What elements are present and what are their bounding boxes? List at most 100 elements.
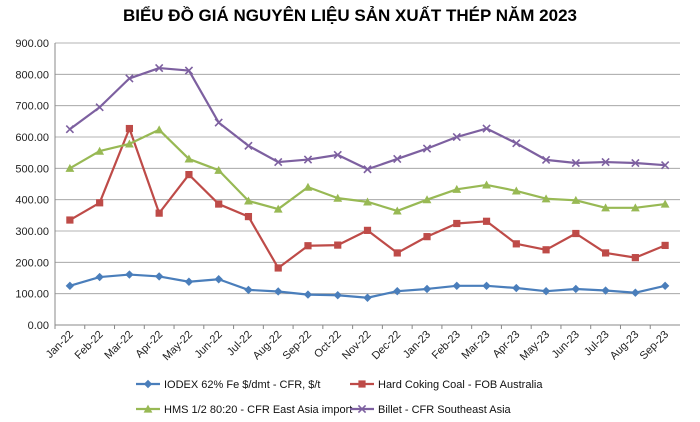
- data-point: [155, 209, 163, 217]
- data-point: [244, 285, 253, 295]
- legend-marker: [358, 380, 366, 388]
- data-point: [363, 293, 372, 302]
- data-point: [452, 132, 461, 142]
- data-point: [660, 161, 670, 170]
- data-point: [96, 199, 104, 207]
- data-point: [184, 66, 194, 75]
- data-point: [185, 171, 193, 179]
- legend-marker: [143, 379, 153, 389]
- data-point: [125, 139, 134, 148]
- y-tick-label: 800.00: [15, 69, 49, 81]
- data-point: [660, 281, 670, 291]
- data-point: [274, 157, 283, 167]
- data-point: [482, 180, 491, 189]
- data-point: [572, 229, 580, 238]
- legend-label: Hard Coking Coal - FOB Australia: [378, 379, 543, 391]
- data-point: [363, 226, 372, 234]
- data-point: [273, 204, 283, 213]
- data-point: [304, 242, 312, 250]
- x-tick-label: Sep-22: [281, 329, 315, 363]
- data-point: [512, 283, 521, 293]
- data-point: [601, 249, 610, 257]
- data-point: [452, 184, 462, 193]
- data-point: [392, 206, 402, 215]
- y-tick-label: 300.00: [15, 226, 49, 238]
- x-tick-label: May-23: [518, 329, 552, 363]
- series-line-4: [69, 66, 666, 171]
- data-point: [541, 155, 551, 165]
- data-point: [482, 217, 491, 225]
- data-point: [215, 200, 223, 208]
- data-point: [482, 124, 491, 133]
- data-point: [422, 195, 432, 204]
- data-point: [363, 197, 372, 206]
- x-tick-label: Mar-22: [102, 329, 135, 362]
- data-point: [154, 125, 164, 134]
- data-point: [155, 63, 164, 73]
- legend-label: Billet - CFR Southeast Asia: [378, 404, 512, 416]
- data-point: [660, 199, 670, 208]
- data-point: [423, 233, 431, 241]
- x-tick-label: Aug-23: [608, 329, 642, 363]
- chart-title: BIỂU ĐỒ GIÁ NGUYÊN LIỆU SẢN XUẤT THÉP NĂ…: [122, 6, 578, 25]
- data-point: [631, 288, 640, 297]
- y-tick-label: 900.00: [15, 38, 49, 50]
- data-point: [65, 163, 75, 172]
- data-point: [66, 216, 74, 224]
- data-point: [214, 118, 223, 127]
- data-point: [303, 290, 313, 299]
- data-point: [512, 139, 521, 148]
- data-point: [65, 281, 75, 291]
- data-point: [541, 194, 551, 203]
- x-tick-label: Jun-22: [193, 329, 225, 361]
- data-point: [601, 203, 610, 212]
- data-point: [184, 277, 194, 286]
- data-point: [393, 249, 401, 257]
- data-point: [571, 284, 581, 294]
- data-point: [244, 141, 253, 150]
- legend-marker: [143, 404, 153, 413]
- data-point: [333, 291, 342, 300]
- y-tick-label: 600.00: [15, 132, 49, 144]
- legend-label: HMS 1/2 80:20 - CFR East Asia import: [164, 404, 352, 416]
- data-point: [125, 74, 134, 83]
- data-point: [512, 240, 520, 248]
- data-point: [214, 275, 223, 284]
- data-point: [244, 212, 253, 221]
- data-point: [303, 155, 313, 164]
- x-tick-label: Jun-23: [550, 329, 582, 361]
- data-point: [334, 241, 342, 249]
- data-point: [65, 125, 75, 134]
- data-point: [274, 287, 283, 296]
- legend-label: IODEX 62% Fe $/dmt - CFR, $/t: [164, 379, 321, 391]
- y-tick-label: 100.00: [15, 289, 49, 301]
- data-point: [422, 284, 432, 294]
- x-tick-label: Feb-22: [73, 329, 106, 362]
- x-tick-label: Oct-22: [312, 329, 344, 361]
- data-point: [661, 241, 669, 250]
- y-tick-label: 200.00: [15, 257, 49, 269]
- data-point: [363, 165, 372, 174]
- x-tick-label: May-22: [161, 329, 195, 363]
- data-point: [571, 158, 580, 168]
- legend-marker: [357, 404, 367, 414]
- x-tick-label: Aug-22: [251, 329, 285, 363]
- data-point: [601, 157, 610, 167]
- data-point: [571, 195, 581, 204]
- data-point: [630, 203, 640, 212]
- data-point: [631, 254, 639, 262]
- x-tick-label: Nov-22: [340, 329, 374, 363]
- data-point: [95, 272, 104, 282]
- data-point: [601, 286, 610, 295]
- y-tick-label: 500.00: [15, 163, 49, 175]
- x-tick-label: Dec-22: [370, 329, 404, 363]
- data-point: [631, 158, 640, 168]
- data-point: [214, 165, 224, 174]
- data-point: [393, 154, 402, 164]
- x-tick-label: Feb-23: [430, 329, 463, 362]
- x-tick-label: Mar-23: [460, 329, 493, 362]
- data-point: [453, 219, 461, 228]
- data-point: [422, 144, 432, 153]
